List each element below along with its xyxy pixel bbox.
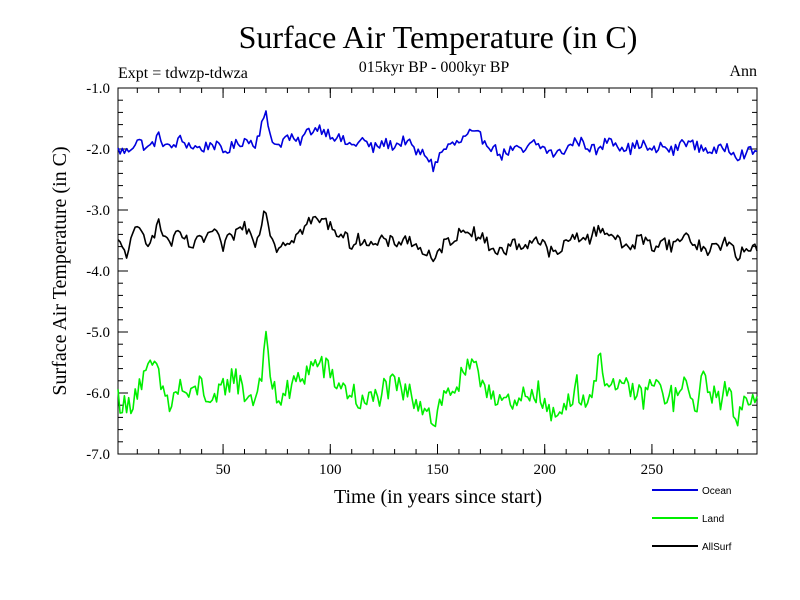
y-tick-label: -5.0 (86, 325, 110, 341)
x-tick-label: 200 (533, 462, 556, 478)
legend-label-ocean: Ocean (702, 486, 731, 497)
series-line-allsurf (117, 210, 758, 263)
y-axis-label: Surface Air Temperature (in C) (49, 146, 71, 395)
x-axis-label: Time (in years since start) (334, 486, 542, 508)
x-tick-label: 50 (216, 462, 231, 478)
y-tick-label: -3.0 (86, 203, 110, 219)
y-tick-label: -4.0 (86, 264, 110, 280)
x-tick-label: 150 (426, 462, 449, 478)
chart-subtitle: 015kyr BP - 000kyr BP (359, 59, 510, 76)
legend-label-land: Land (702, 514, 724, 525)
legend: Ocean Land AllSurf (652, 486, 732, 553)
legend-label-allsurf: AllSurf (702, 542, 732, 553)
data-series (117, 110, 758, 428)
y-tick-label: -2.0 (86, 142, 110, 158)
series-line-land (117, 330, 758, 428)
y-tick-label: -1.0 (86, 81, 110, 97)
x-tick-label: 100 (319, 462, 342, 478)
chart-title: Surface Air Temperature (in C) (239, 19, 638, 55)
axis-ticks: 50 100 150 200 250 -1.0 -2.0 -3.0 -4.0 -5.0 -6.0 -7… (86, 81, 757, 478)
y-tick-label: -7.0 (86, 447, 110, 463)
series-line-ocean (117, 110, 758, 173)
x-tick-label: 250 (641, 462, 664, 478)
y-tick-label: -6.0 (86, 386, 110, 402)
season-label: Ann (729, 63, 757, 80)
experiment-label: Expt = tdwzp-tdwza (118, 65, 248, 82)
